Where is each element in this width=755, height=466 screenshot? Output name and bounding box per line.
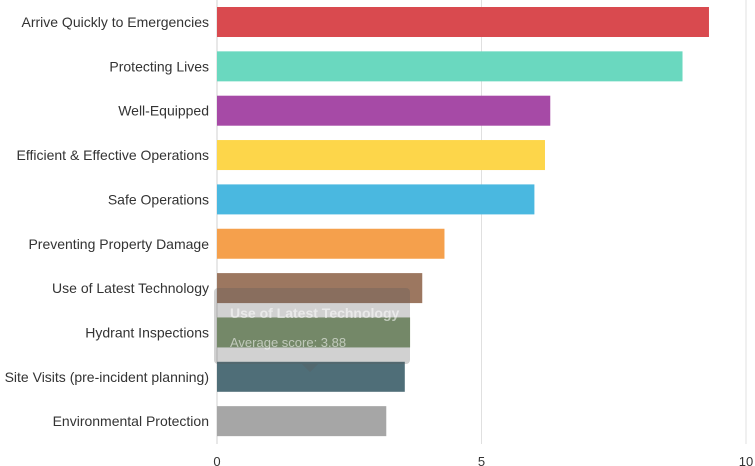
bar[interactable]: [217, 7, 709, 37]
tooltip-arrow: [302, 364, 318, 372]
bar[interactable]: [217, 95, 551, 126]
category-label: Use of Latest Technology: [52, 280, 209, 296]
bar-tooltip: Use of Latest Technology Average score: …: [214, 288, 410, 372]
bars: [217, 7, 709, 437]
category-label: Hydrant Inspections: [85, 324, 209, 340]
bar[interactable]: [217, 184, 535, 215]
bar[interactable]: [217, 228, 445, 259]
bar[interactable]: [217, 317, 411, 348]
tooltip-value: Average score: 3.88: [230, 335, 347, 350]
x-tick-label: 0: [213, 454, 220, 466]
category-label: Efficient & Effective Operations: [17, 147, 209, 163]
bar[interactable]: [217, 140, 545, 171]
tooltip-title: Use of Latest Technology: [230, 305, 400, 321]
category-label: Environmental Protection: [53, 413, 209, 429]
x-axis-ticks: 0 5 10: [213, 454, 753, 466]
category-labels: Arrive Quickly to Emergencies Protecting …: [5, 14, 210, 429]
bar[interactable]: [217, 51, 683, 82]
category-label: Protecting Lives: [109, 58, 209, 74]
bar[interactable]: [217, 406, 387, 437]
category-label: Site Visits (pre-incident planning): [5, 369, 209, 385]
x-tick-label: 5: [478, 454, 485, 466]
bar[interactable]: [217, 361, 405, 392]
category-label: Safe Operations: [108, 191, 209, 207]
category-label: Well-Equipped: [118, 103, 209, 119]
bar[interactable]: [217, 273, 423, 304]
category-label: Arrive Quickly to Emergencies: [21, 14, 209, 30]
category-label: Preventing Property Damage: [28, 236, 209, 252]
x-tick-label: 10: [739, 454, 753, 466]
